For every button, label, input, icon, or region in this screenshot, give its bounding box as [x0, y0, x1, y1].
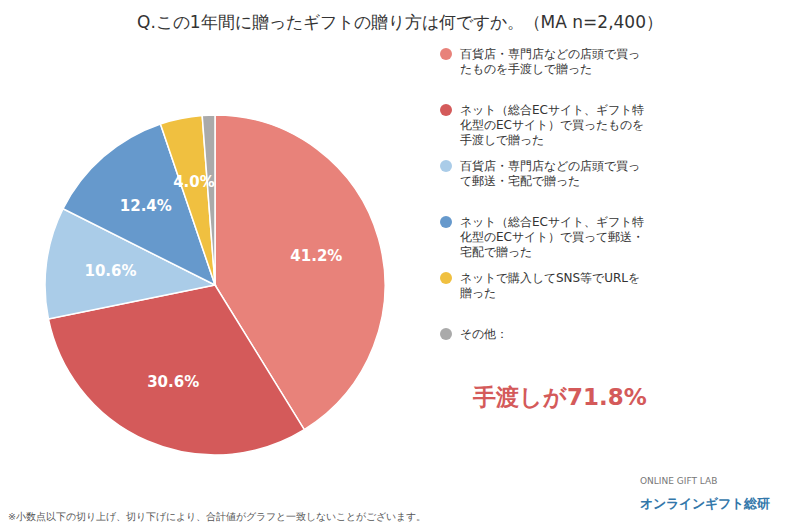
legend-entry: 百貨店・専門店などの店頭で買って郵送・宅配で贈った: [460, 159, 640, 188]
legend-swatch: [440, 48, 452, 60]
annotation: 手渡しが71.8%: [472, 384, 647, 410]
legend-swatch: [440, 160, 452, 172]
legend: 百貨店・専門店などの店頭で買ったものを手渡しで贈ったネット（総合ECサイト、ギフ…: [440, 47, 644, 341]
legend-swatch: [440, 272, 452, 284]
data-label: 41.2%: [290, 247, 342, 265]
slice: [202, 115, 215, 285]
legend-entry: その他：: [460, 327, 508, 341]
title: Q.この1年間に贈ったギフトの贈り方は何ですか。（MA n=2,400）: [137, 12, 663, 32]
legend-entry: ネットで購入してSNS等でURLを贈った: [460, 271, 640, 300]
legend-entry: ネット（総合ECサイト、ギフト特化型のECサイト）で買ったものを手渡しで贈った: [460, 103, 644, 147]
annotation: ※小数点以下の切り上げ、切り下げにより、合計値がグラフと一致しないことがございま…: [8, 511, 426, 522]
legend-swatch: [440, 328, 452, 340]
pie: [45, 115, 385, 455]
data-label: 10.6%: [84, 262, 136, 280]
chart: Q.この1年間に贈ったギフトの贈り方は何ですか。（MA n=2,400） 41.2…: [0, 0, 800, 530]
data-label: 30.6%: [147, 373, 199, 391]
annotation: オンラインギフト総研: [640, 496, 770, 511]
legend-entry: 百貨店・専門店などの店頭で買ったものを手渡しで贈った: [460, 47, 640, 76]
annotation: ONLINE GIFT LAB: [640, 476, 717, 486]
legend-swatch: [440, 216, 452, 228]
legend-entry: ネット（総合ECサイト、ギフト特化型のECサイト）で買って郵送・宅配で贈った: [460, 215, 644, 259]
data-labels: 41.2% 30.6% 10.6% 12.4%4.0%: [84, 173, 342, 391]
data-label: 4.0%: [173, 173, 215, 191]
data-label: 12.4%: [120, 197, 172, 215]
legend-swatch: [440, 104, 452, 116]
